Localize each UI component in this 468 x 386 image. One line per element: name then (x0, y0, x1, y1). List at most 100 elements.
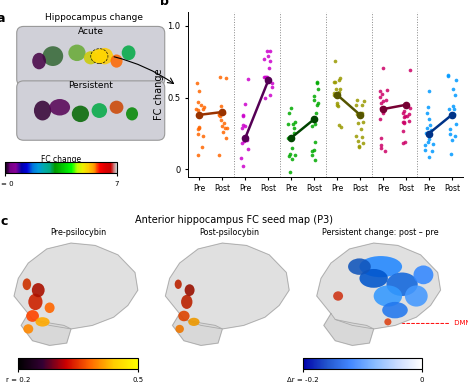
Point (400, 119, 408, 125)
Point (332, 78, 339, 85)
Ellipse shape (43, 46, 63, 66)
Point (290, 130, 298, 136)
Point (450, 111, 458, 117)
Point (265, 65, 272, 71)
Point (452, 76, 460, 83)
Point (198, 144, 205, 150)
Point (219, 123, 226, 129)
Point (240, 122, 247, 129)
Text: P3: P3 (251, 0, 263, 2)
Ellipse shape (34, 101, 51, 120)
Text: Pre-psilocybin: Pre-psilocybin (50, 228, 106, 237)
Point (425, 88, 433, 94)
Point (217, 113, 224, 119)
Point (240, 112, 247, 118)
Point (314, 102, 321, 108)
Point (194, 80, 201, 86)
Point (451, 133, 458, 139)
Point (222, 75, 230, 81)
Point (354, 137, 362, 144)
Point (401, 113, 409, 119)
Point (448, 137, 456, 143)
Point (380, 98, 387, 104)
FancyBboxPatch shape (17, 81, 165, 140)
Point (308, 123, 315, 129)
Point (354, 120, 361, 126)
Point (380, 110, 387, 116)
Text: a: a (0, 12, 5, 25)
Point (336, 86, 344, 92)
Point (337, 124, 344, 130)
Point (425, 136, 433, 142)
Ellipse shape (110, 54, 123, 68)
Point (336, 122, 343, 128)
Point (244, 137, 251, 143)
Point (194, 151, 202, 157)
Point (192, 106, 200, 112)
Point (237, 155, 245, 161)
Text: P4: P4 (297, 0, 309, 2)
Point (290, 121, 297, 127)
Point (352, 102, 360, 108)
Point (406, 105, 414, 111)
Ellipse shape (32, 53, 46, 69)
Point (284, 121, 292, 127)
Point (377, 105, 385, 111)
Point (266, 47, 274, 54)
Point (238, 140, 245, 146)
Ellipse shape (50, 99, 70, 115)
Point (358, 110, 366, 116)
Point (285, 110, 293, 116)
Text: Post-psilocybin: Post-psilocybin (199, 228, 259, 237)
Point (285, 152, 292, 159)
Point (200, 103, 207, 110)
Point (427, 127, 435, 133)
Point (215, 111, 223, 117)
Point (445, 106, 453, 112)
Point (242, 132, 250, 139)
Ellipse shape (72, 106, 89, 122)
Point (241, 137, 249, 143)
Point (287, 105, 294, 111)
Text: Anterior hippocampus FC seed map (P3): Anterior hippocampus FC seed map (P3) (135, 215, 333, 225)
Point (241, 123, 249, 129)
Point (308, 148, 316, 154)
Point (330, 92, 338, 98)
Point (424, 125, 431, 131)
Point (330, 90, 338, 96)
Point (285, 135, 292, 141)
Point (336, 75, 344, 81)
Point (334, 100, 341, 106)
Text: Acute: Acute (78, 27, 104, 36)
Point (382, 97, 390, 103)
Point (449, 86, 457, 92)
Point (355, 144, 362, 150)
Point (446, 131, 454, 137)
Point (426, 122, 433, 128)
Ellipse shape (126, 107, 138, 120)
Point (311, 157, 318, 164)
Point (353, 97, 361, 103)
Point (406, 67, 414, 73)
Point (219, 129, 227, 135)
Point (199, 106, 206, 112)
Point (330, 80, 337, 86)
Point (331, 58, 339, 64)
Point (310, 97, 318, 103)
Point (217, 103, 225, 109)
Point (263, 48, 270, 54)
Point (194, 107, 202, 113)
Text: FC change: FC change (41, 155, 81, 164)
Point (239, 113, 247, 119)
Point (445, 73, 452, 79)
FancyBboxPatch shape (17, 26, 165, 86)
Point (223, 125, 230, 131)
Text: P7: P7 (434, 0, 446, 2)
Point (195, 98, 202, 105)
Point (217, 74, 224, 80)
Point (376, 88, 384, 95)
Text: P5: P5 (343, 0, 355, 2)
Point (425, 154, 432, 160)
Point (421, 147, 429, 153)
Ellipse shape (84, 51, 98, 64)
